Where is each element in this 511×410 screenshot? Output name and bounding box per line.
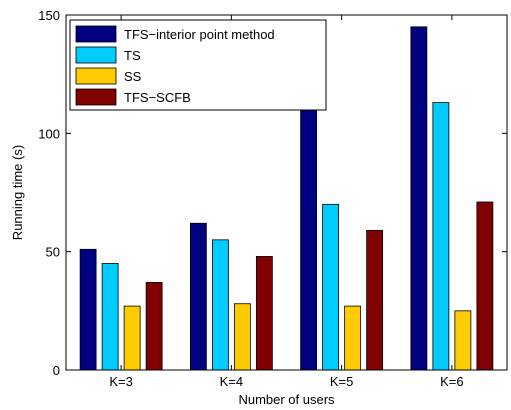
legend-swatch (75, 25, 117, 43)
x-axis: K=3 K=4 K=5 K=6 (109, 15, 464, 389)
bar-ss-k-5 (344, 305, 362, 371)
plot-frame (65, 14, 508, 371)
x-tick-label: K=3 (109, 374, 133, 389)
legend-entry: TFS−interior point method (124, 27, 275, 42)
bar-ts-k-5 (322, 203, 340, 371)
bar-ss-k-3 (123, 305, 141, 371)
bar-ts-k-3 (101, 263, 119, 371)
bar-tfs-interior-point-method-k-3 (79, 248, 97, 371)
bar-ss-k-4 (233, 303, 251, 371)
bar-tfs-interior-point-method-k-6 (410, 26, 428, 371)
legend-swatch (75, 88, 117, 106)
bar-ts-k-4 (211, 239, 229, 371)
bar-tfs-scfb-k-5 (366, 229, 384, 371)
y-axis-label: Running time (s) (10, 145, 25, 240)
legend-entry: SS (124, 69, 142, 84)
legend-swatch (75, 67, 117, 85)
bar-ss-k-6 (454, 310, 472, 371)
y-tick-label: 50 (46, 245, 60, 260)
bar-tfs-interior-point-method-k-4 (189, 222, 207, 371)
y-tick-label: 100 (38, 126, 60, 141)
legend-entry: TFS−SCFB (124, 90, 191, 105)
x-tick-label: K=4 (220, 374, 244, 389)
bar-tfs-scfb-k-3 (145, 282, 163, 371)
legend-entry: TS (124, 48, 141, 63)
bar-tfs-scfb-k-4 (255, 255, 273, 371)
y-tick-label: 0 (53, 363, 60, 378)
legend-swatch (75, 46, 117, 64)
x-tick-label: K=5 (330, 374, 354, 389)
x-axis-label: Number of users (238, 392, 335, 407)
x-tick-label: K=6 (440, 374, 464, 389)
bar-tfs-scfb-k-6 (476, 201, 494, 371)
bar-ts-k-6 (432, 102, 450, 371)
legend: TFS−interior point method TS SS TFS−SCFB (69, 19, 327, 111)
y-axis: 0 50 100 150 (38, 8, 507, 378)
bars (79, 26, 494, 371)
bar-tfs-interior-point-method-k-5 (300, 99, 318, 371)
y-tick-label: 150 (38, 8, 60, 23)
